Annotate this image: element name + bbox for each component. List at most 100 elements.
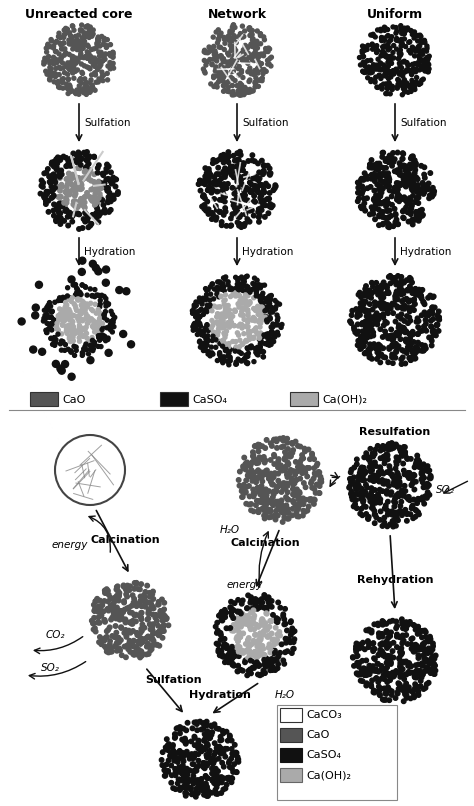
Circle shape [129,604,134,608]
Circle shape [429,659,434,663]
Circle shape [226,64,230,69]
Circle shape [247,56,251,60]
Circle shape [242,483,246,487]
Circle shape [55,215,59,220]
Circle shape [394,512,399,517]
Circle shape [260,490,264,495]
Circle shape [386,215,391,219]
Circle shape [422,310,427,314]
Circle shape [403,672,408,676]
Circle shape [203,346,207,350]
Circle shape [252,329,255,333]
Circle shape [384,629,389,634]
Circle shape [263,446,267,451]
Circle shape [364,308,368,313]
Circle shape [42,194,46,199]
Circle shape [365,351,370,355]
Circle shape [362,478,366,482]
Circle shape [250,28,255,32]
Circle shape [231,39,236,43]
Circle shape [271,331,275,335]
Circle shape [397,83,401,87]
Circle shape [59,56,63,60]
Circle shape [250,153,255,157]
Circle shape [370,280,374,285]
Circle shape [412,354,417,359]
Circle shape [401,208,406,213]
Circle shape [102,638,107,642]
Circle shape [79,52,83,56]
Circle shape [356,330,360,334]
Circle shape [197,763,201,768]
Circle shape [351,481,355,486]
Circle shape [97,604,101,609]
Circle shape [237,301,241,305]
Circle shape [356,293,361,297]
Circle shape [382,171,386,176]
Circle shape [240,322,244,326]
Circle shape [217,295,221,299]
Circle shape [105,165,110,169]
Circle shape [360,321,365,325]
Circle shape [225,156,229,161]
Circle shape [64,164,68,168]
Circle shape [235,220,240,225]
Circle shape [392,674,396,679]
Circle shape [200,204,204,209]
Circle shape [204,171,209,176]
Circle shape [104,45,109,49]
Circle shape [259,208,264,212]
Circle shape [222,331,226,335]
Circle shape [63,318,66,322]
Circle shape [383,215,387,220]
Circle shape [100,326,104,330]
Circle shape [371,641,375,646]
Circle shape [354,307,358,311]
Circle shape [217,757,221,761]
Circle shape [223,333,227,337]
Circle shape [192,736,197,740]
Circle shape [211,772,216,776]
Circle shape [58,312,63,316]
Circle shape [55,39,58,44]
Circle shape [150,637,155,642]
Circle shape [401,85,405,89]
Circle shape [101,59,105,63]
Circle shape [296,465,300,469]
Circle shape [115,605,119,610]
Circle shape [45,312,49,316]
Circle shape [194,325,198,329]
Circle shape [384,82,388,86]
Circle shape [110,51,115,54]
Circle shape [74,345,78,349]
Circle shape [84,312,88,316]
Circle shape [387,39,391,44]
Circle shape [46,55,51,59]
Circle shape [247,334,252,338]
Circle shape [415,644,419,648]
Circle shape [402,280,406,285]
Circle shape [420,497,424,502]
Circle shape [91,318,95,322]
Circle shape [255,650,260,654]
Circle shape [398,163,403,168]
Circle shape [235,196,239,200]
Circle shape [269,294,273,298]
Circle shape [366,76,370,80]
Circle shape [131,600,136,604]
Circle shape [207,50,211,54]
Circle shape [42,308,46,312]
Circle shape [232,59,236,63]
Circle shape [272,474,276,479]
Circle shape [390,689,394,693]
Circle shape [222,326,226,330]
Circle shape [228,357,232,361]
Circle shape [92,322,96,326]
Circle shape [97,640,101,644]
Circle shape [111,609,115,613]
Circle shape [213,750,218,754]
Circle shape [402,59,406,63]
Circle shape [84,326,88,329]
Circle shape [66,65,70,69]
Circle shape [373,495,377,499]
